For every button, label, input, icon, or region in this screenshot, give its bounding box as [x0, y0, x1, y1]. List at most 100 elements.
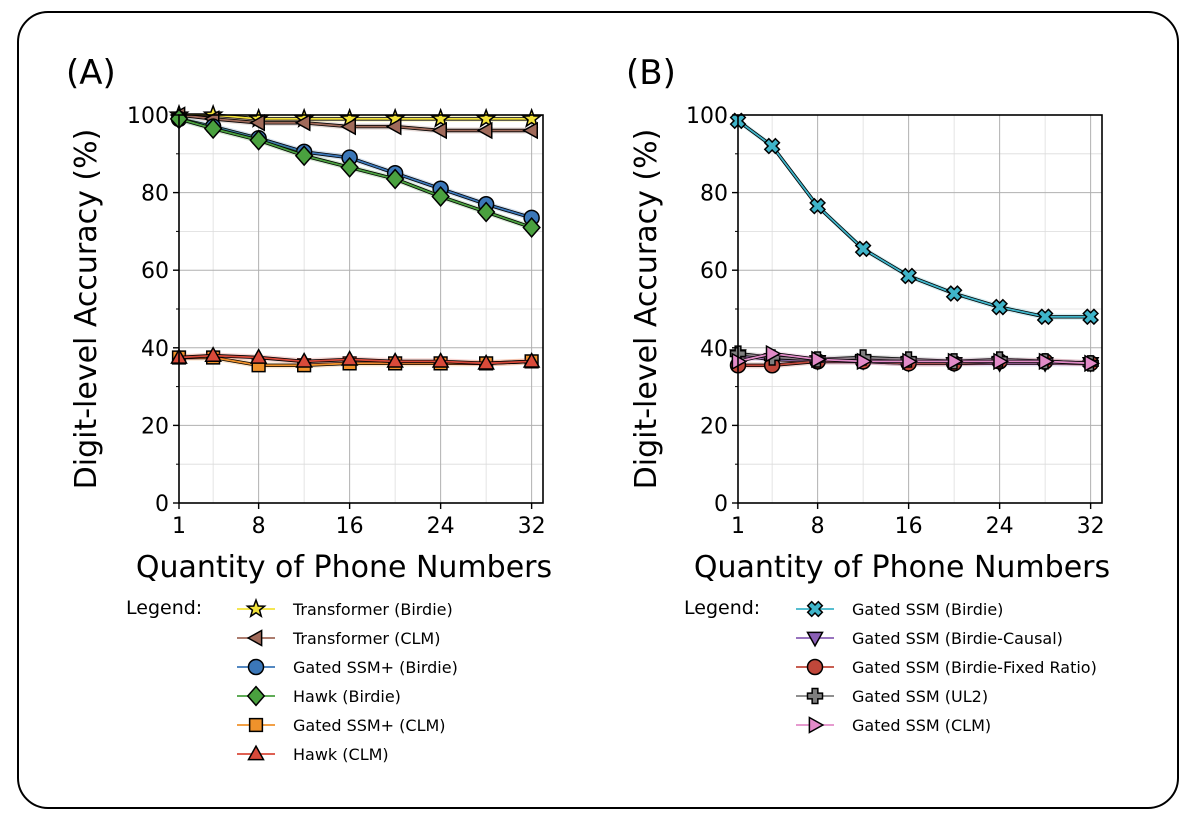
x-tick-label: 16 — [336, 514, 364, 539]
legend-entry: Gated SSM (Birdie-Fixed Ratio) — [796, 658, 1097, 677]
data-point — [993, 352, 1010, 371]
data-point — [386, 351, 404, 368]
legend-entry: Gated SSM+ (CLM) — [237, 716, 446, 735]
legend-label: Gated SSM+ (Birdie) — [293, 658, 458, 677]
series-hawk-clm- — [170, 346, 541, 370]
data-point — [945, 285, 963, 302]
data-point — [385, 117, 402, 136]
legend-marker — [806, 631, 824, 648]
data-point — [947, 352, 964, 371]
data-point — [385, 168, 405, 190]
figure-frame — [17, 11, 1179, 809]
legend-title: Legend: — [684, 597, 760, 619]
data-point — [249, 113, 265, 132]
data-point — [522, 217, 541, 239]
data-point — [204, 346, 222, 362]
legend-marker — [247, 658, 265, 676]
legend-entry: Gated SSM (CLM) — [796, 716, 991, 735]
data-point — [854, 240, 872, 258]
legend-marker — [246, 685, 266, 707]
x-axis-label: Quantity of Phone Numbers — [694, 550, 1110, 585]
legend-label: Gated SSM+ (CLM) — [293, 716, 446, 735]
y-tick-label: 100 — [127, 104, 169, 129]
data-point — [295, 351, 313, 368]
x-tick-label: 1 — [731, 514, 745, 539]
data-point — [431, 121, 447, 140]
data-point — [811, 350, 828, 369]
y-tick-label: 80 — [141, 182, 169, 207]
data-point — [731, 352, 748, 371]
x-tick-label: 32 — [1077, 514, 1105, 539]
x-tick-label: 1 — [172, 514, 186, 539]
legend-title: Legend: — [126, 597, 202, 619]
legend-label: Gated SSM (Birdie-Causal) — [852, 629, 1063, 648]
legend-label: Transformer (CLM) — [292, 629, 440, 648]
legend-marker — [806, 658, 824, 676]
data-point — [476, 201, 496, 223]
panel-label: (B) — [626, 53, 676, 93]
x-tick-label: 8 — [252, 514, 266, 539]
y-tick-label: 60 — [141, 259, 169, 284]
data-point — [430, 107, 452, 128]
data-point — [521, 107, 543, 128]
y-tick-label: 100 — [686, 104, 728, 129]
y-tick-label: 80 — [700, 182, 728, 207]
legend-marker — [248, 717, 264, 733]
legend-entry: Hawk (Birdie) — [237, 685, 401, 707]
legend-label: Transformer (Birdie) — [292, 600, 453, 619]
data-point — [249, 129, 268, 151]
y-tick-label: 40 — [141, 337, 169, 362]
data-point — [475, 107, 497, 128]
y-axis-label: Digit-level Accuracy (%) — [629, 129, 664, 490]
panel-a: (A) Digit-level Accuracy (%) Quantity of… — [66, 53, 552, 764]
data-point — [1036, 308, 1054, 326]
panel-b: (B) Digit-level Accuracy (%) Quantity of… — [626, 53, 1110, 735]
data-point — [902, 352, 919, 371]
data-point — [1038, 352, 1055, 371]
data-point — [294, 145, 314, 167]
x-axis-label: Quantity of Phone Numbers — [136, 550, 552, 585]
legend-marker — [245, 597, 267, 619]
y-tick-label: 20 — [700, 414, 728, 439]
legend-label: Hawk (CLM) — [293, 745, 389, 764]
legend-label: Gated SSM (UL2) — [852, 687, 988, 706]
legend-entry: Gated SSM (Birdie) — [796, 600, 1003, 619]
series-gated-ssm-birdie- — [729, 112, 1099, 326]
data-point — [294, 113, 311, 132]
data-point — [856, 352, 873, 371]
legend-entry: Hawk (CLM) — [237, 744, 389, 764]
legend-entry: Gated SSM (UL2) — [796, 687, 988, 706]
legend-entry: Gated SSM+ (Birdie) — [237, 658, 458, 677]
data-point — [522, 351, 541, 368]
data-point — [340, 117, 356, 136]
x-tick-label: 8 — [811, 514, 825, 539]
y-axis-label: Digit-level Accuracy (%) — [69, 129, 104, 490]
legend-label: Gated SSM (Birdie) — [852, 600, 1003, 619]
data-point — [763, 137, 781, 155]
data-point — [991, 298, 1008, 316]
data-point — [249, 348, 268, 364]
x-tick-label: 24 — [986, 514, 1014, 539]
x-tick-label: 16 — [895, 514, 923, 539]
legend-entry: Transformer (Birdie) — [237, 597, 453, 619]
x-tick-label: 32 — [518, 514, 546, 539]
legend-label: Gated SSM (CLM) — [852, 716, 991, 735]
legend-marker — [246, 629, 263, 647]
legend-label: Gated SSM (Birdie-Fixed Ratio) — [852, 658, 1097, 677]
y-tick-label: 20 — [141, 414, 169, 439]
legend-marker — [806, 600, 824, 618]
y-tick-label: 0 — [155, 492, 169, 517]
data-point — [1084, 354, 1101, 373]
data-point — [522, 121, 538, 140]
data-point — [340, 350, 359, 366]
data-point — [476, 121, 493, 140]
legend-marker — [247, 744, 265, 761]
data-point — [809, 197, 826, 215]
data-point — [431, 351, 450, 368]
data-point — [340, 156, 359, 178]
y-tick-label: 0 — [714, 492, 728, 517]
legend-marker — [808, 716, 825, 734]
series-gated-ssm-clm- — [731, 344, 1101, 373]
y-tick-label: 60 — [700, 259, 728, 284]
